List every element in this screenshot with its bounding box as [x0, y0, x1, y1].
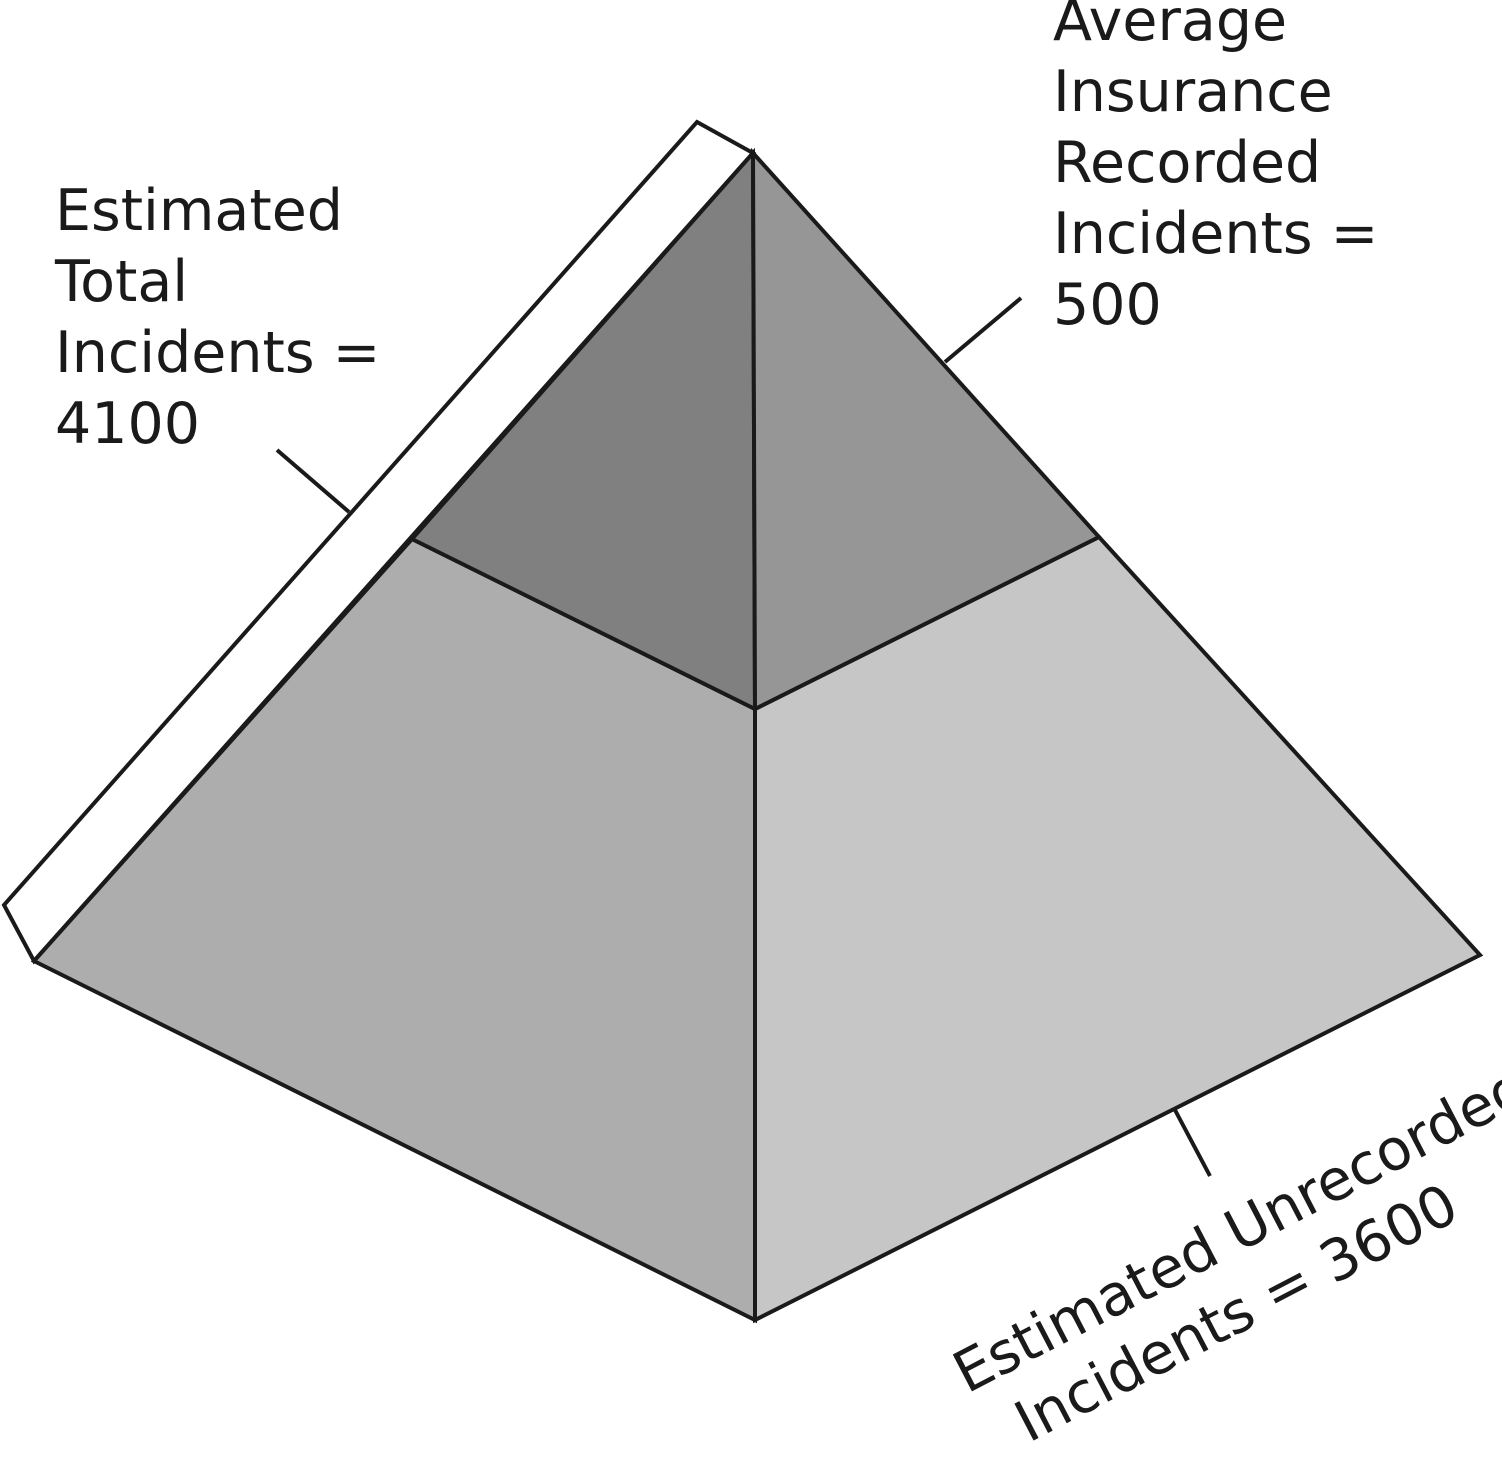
recorded-incidents-label: Average Insurance Recorded Incidents = 5…: [1053, 0, 1397, 338]
total-label-line: Incidents =: [55, 320, 380, 386]
total-label-line: Estimated: [55, 178, 343, 244]
pyramid-top-right-face: [750, 147, 1103, 713]
unrecorded-leader-line: [1173, 1109, 1212, 1177]
total-incidents-label: Estimated Total Incidents = 4100: [54, 178, 399, 457]
recorded-label-line: Insurance: [1053, 59, 1333, 125]
recorded-leader-line: [943, 296, 1023, 364]
recorded-label-line: Average: [1053, 0, 1287, 54]
total-label-line: 4100: [55, 391, 200, 457]
recorded-label-line: 500: [1053, 272, 1162, 338]
total-leader-line: [275, 448, 351, 514]
recorded-label-line: Incidents =: [1053, 201, 1378, 267]
total-label-line: Total: [54, 249, 188, 315]
recorded-label-line: Recorded: [1053, 130, 1321, 196]
